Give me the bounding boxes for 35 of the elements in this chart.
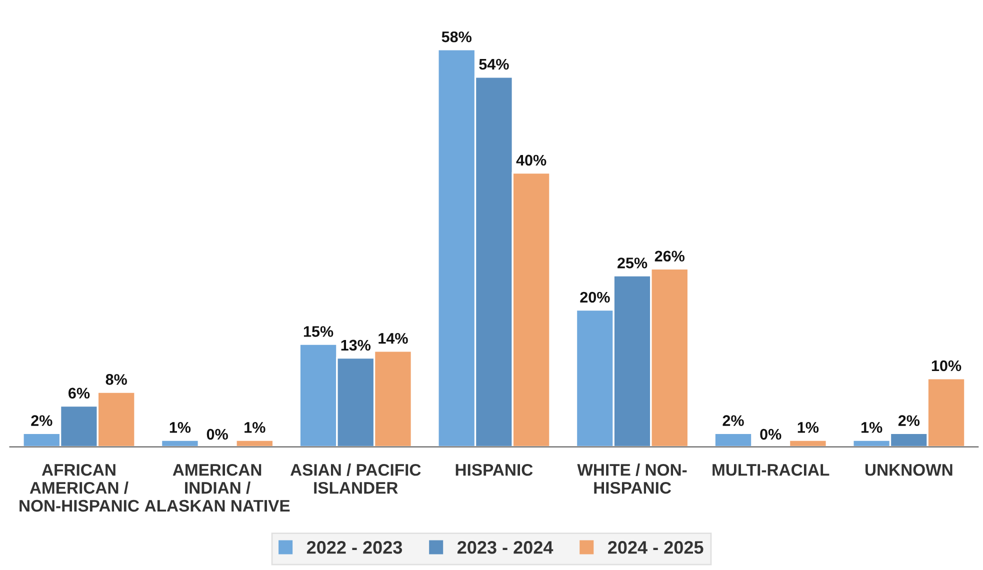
x-tick-label: MULTI-RACIAL bbox=[712, 464, 830, 476]
data-label: 14% bbox=[378, 332, 408, 344]
x-tick-label: AMERICAN INDIAN / ALASKAN NATIVE bbox=[144, 464, 290, 512]
data-label: 0% bbox=[206, 428, 228, 440]
data-label: 40% bbox=[516, 154, 546, 166]
data-label: 1% bbox=[862, 422, 882, 433]
data-label: 20% bbox=[580, 292, 610, 303]
data-label: 58% bbox=[442, 31, 472, 42]
data-label: 13% bbox=[341, 340, 371, 351]
bar bbox=[235, 439, 274, 447]
data-label: 25% bbox=[618, 258, 648, 268]
data-label: 10% bbox=[932, 360, 962, 372]
bar bbox=[714, 432, 753, 447]
bar bbox=[788, 439, 828, 447]
x-tick-label: UNKNOWN bbox=[865, 464, 952, 476]
x-tick-label: HISPANIC bbox=[456, 464, 533, 476]
x-tick-label: ASIAN / PACIFIC ISLANDER bbox=[290, 464, 421, 494]
data-label: 54% bbox=[479, 58, 509, 70]
data-label: 6% bbox=[68, 388, 90, 399]
legend-label: 2024 - 2025 bbox=[608, 541, 704, 554]
data-label: 2% bbox=[722, 415, 744, 426]
data-label: 8% bbox=[106, 374, 127, 385]
data-label: 15% bbox=[304, 326, 334, 337]
legend-label: 2022 - 2023 bbox=[306, 541, 402, 554]
data-label: 1% bbox=[170, 422, 191, 433]
legend-label: 2023 - 2024 bbox=[457, 541, 554, 554]
data-label: 0% bbox=[760, 428, 782, 440]
x-tick-label: AFRICAN AMERICAN / NON-HISPANIC bbox=[20, 464, 140, 512]
x-tick-label: WHITE / NON- HISPANIC bbox=[577, 464, 687, 494]
data-label: 1% bbox=[244, 422, 266, 433]
bar bbox=[160, 439, 200, 447]
data-label: 26% bbox=[654, 250, 685, 262]
data-label: 2% bbox=[31, 415, 52, 426]
data-label: 2% bbox=[898, 415, 920, 426]
data-label: 1% bbox=[798, 422, 819, 433]
